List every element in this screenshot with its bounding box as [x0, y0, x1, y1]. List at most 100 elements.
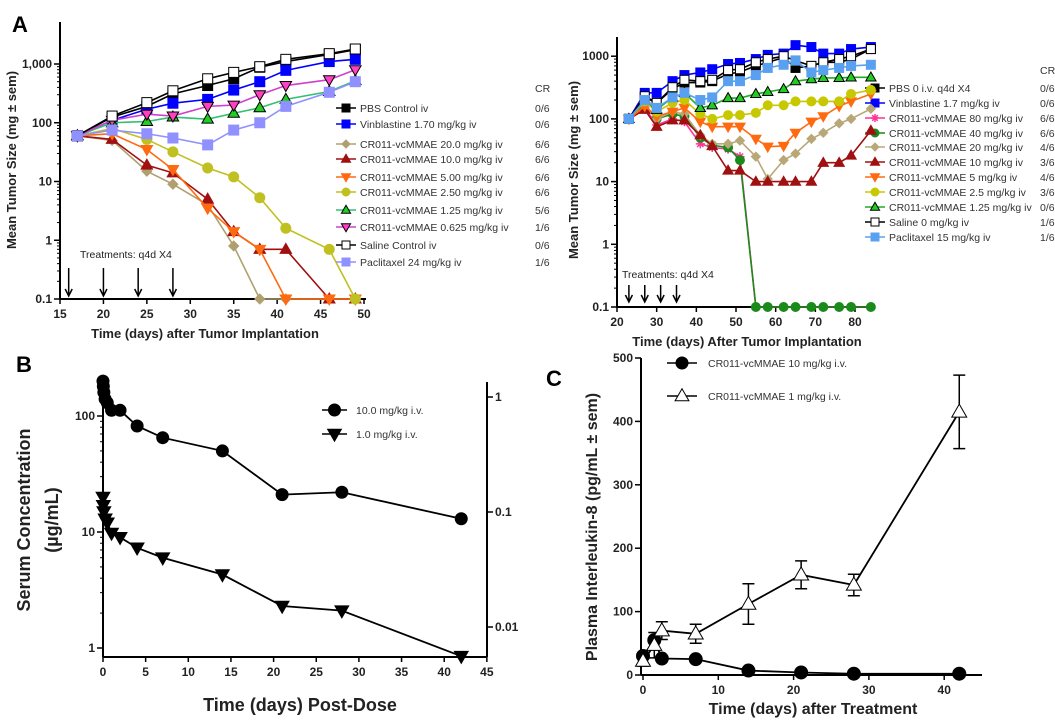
panel-label-c: C [546, 366, 562, 391]
legend-marker [341, 103, 351, 113]
x-tick-label: 35 [395, 665, 409, 679]
data-point [762, 100, 773, 111]
panel-label-a: A [12, 12, 28, 37]
data-point [723, 65, 734, 76]
treatment-annotation: Treatments: q4d X4 [622, 269, 714, 281]
x-tick-label: 5 [142, 665, 149, 679]
data-point [228, 171, 240, 183]
data-point [806, 67, 817, 78]
cr-value: 3/6 [1040, 187, 1055, 199]
data-point [777, 82, 790, 94]
data-point [834, 54, 845, 65]
data-point [694, 128, 707, 140]
data-point [166, 111, 180, 124]
data-point [723, 76, 734, 87]
y-tick-label: 10 [596, 175, 610, 189]
chart-a-left: 15 20 25 30 35 40 45 50 0.1 1 10 100 1,000 Time (days… [4, 22, 551, 341]
cr-value: 6/6 [535, 187, 550, 199]
data-point [349, 76, 361, 88]
legend-marker [674, 387, 690, 402]
legend-label: Saline 0 mg/kg iv [889, 217, 970, 229]
data-point [833, 156, 846, 167]
data-point [777, 141, 790, 153]
data-point [323, 243, 335, 255]
data-point [750, 151, 762, 162]
series-line [77, 79, 356, 137]
cr-value: 3/6 [1040, 157, 1055, 169]
legend-marker [341, 187, 351, 197]
series-line [77, 127, 357, 300]
cr-value: 0/6 [1040, 202, 1055, 214]
data-point [228, 124, 240, 136]
data-point [228, 66, 240, 78]
cr-value: 1/6 [1040, 232, 1055, 244]
y2-tick-label: 1 [495, 390, 502, 404]
x-tick-label: 70 [809, 315, 823, 329]
data-point [323, 48, 335, 60]
data-point [201, 203, 215, 216]
series-line [77, 68, 356, 137]
cr-value: 6/6 [535, 172, 550, 184]
data-point [722, 122, 735, 134]
legend-label: CR011-vcMMAE 40 mg/kg iv [889, 128, 1024, 140]
data-point [113, 403, 127, 417]
y-tick-label: 1 [45, 233, 52, 247]
data-point [280, 222, 292, 234]
x-tick-label: 0 [640, 683, 647, 697]
cr-value: 6/6 [535, 139, 550, 151]
data-point [71, 130, 83, 142]
data-point [778, 154, 789, 166]
data-point [96, 506, 112, 520]
data-point [678, 113, 691, 125]
legend-marker [869, 156, 881, 166]
legend-label: CR011-vcMMAE 20.0 mg/kg iv [360, 139, 504, 151]
data-point [792, 566, 810, 581]
data-point [806, 133, 817, 145]
data-point [722, 164, 735, 175]
data-point [734, 110, 745, 121]
y-tick-label: 100 [32, 116, 52, 130]
data-point [695, 67, 706, 78]
data-point [834, 302, 845, 312]
data-point [733, 91, 747, 103]
cr-value: 0/6 [1040, 98, 1055, 110]
data-point [806, 42, 817, 53]
data-point [687, 624, 705, 640]
x-tick-label: 35 [227, 307, 241, 321]
data-point [706, 139, 719, 151]
data-point [762, 54, 773, 65]
legend-marker [341, 240, 351, 250]
data-point [733, 122, 747, 134]
data-point [806, 302, 817, 312]
legend-label: CR011-vcMMAE 10 mg/kg iv [889, 157, 1024, 169]
data-point [645, 636, 663, 651]
series-line [76, 48, 356, 137]
data-point [639, 95, 650, 106]
data-point [761, 175, 774, 186]
x-tick-label: 15 [224, 665, 238, 679]
data-point [334, 605, 350, 619]
data-point [846, 666, 861, 681]
series-10 [623, 55, 876, 124]
data-point [140, 109, 154, 122]
legend-label: CR011-vcMMAE 10 mg/kg i.v. [708, 358, 847, 370]
data-point [750, 107, 761, 118]
data-point [818, 48, 829, 59]
x-tick-label: 20 [267, 665, 281, 679]
data-point [254, 61, 266, 73]
legend-label: CR011-vcMMAE 5.00 mg/kg iv [360, 172, 504, 184]
treatment-arrow-icon [168, 268, 178, 298]
data-point [790, 96, 801, 107]
legend-marker [870, 98, 880, 108]
cr-value: 6/6 [535, 154, 550, 166]
cr-value: 5/6 [535, 205, 550, 217]
series-line [628, 108, 872, 183]
x-tick-label: 20 [787, 683, 801, 697]
data-point [335, 485, 349, 499]
x-tick-label: 10 [712, 683, 726, 697]
legend-label: CR011-vcMMAE 1.25 mg/kg iv [360, 205, 504, 217]
x-tick-label: 60 [769, 315, 783, 329]
panel-label-b: B [16, 352, 32, 377]
